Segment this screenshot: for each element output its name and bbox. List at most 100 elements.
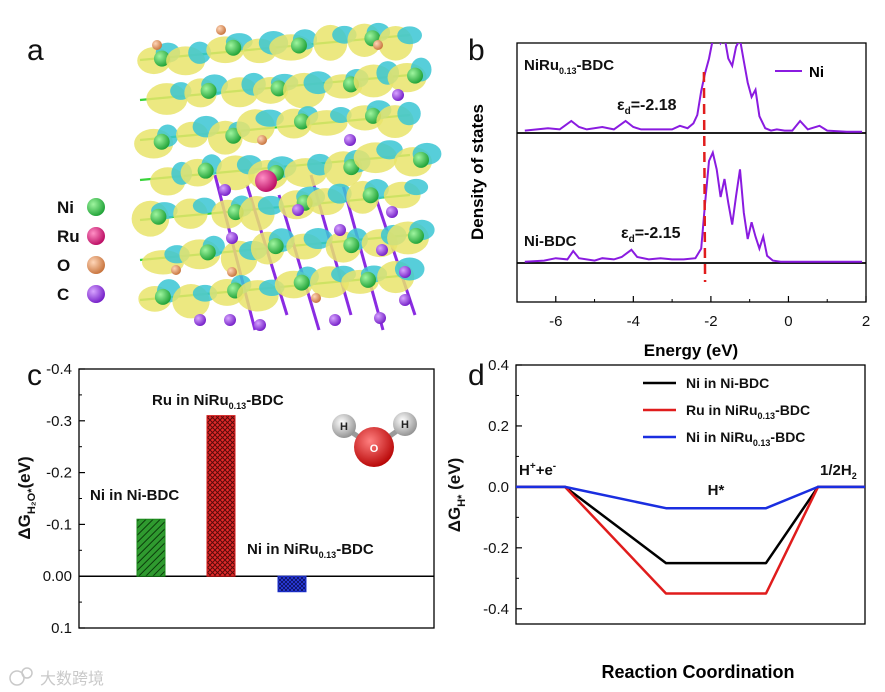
- charge-depletion-lobe: [188, 41, 212, 64]
- hydrogen-adsorption-panel: 0.4 0.2 0.0 -0.2 -0.4 Ni in Ni-BDC Ru in NiRu…: [445, 357, 866, 682]
- energy-annotations: H++e- H* 1/2H2: [519, 461, 857, 499]
- dos-legend: Ni: [775, 64, 824, 81]
- energy-line: [516, 485, 865, 595]
- ni-atom: [360, 271, 377, 288]
- charge-depletion-lobe: [303, 228, 333, 250]
- oxygen-label: O: [370, 443, 379, 455]
- legend-label: Ru in NiRu0.13-BDC: [686, 402, 810, 421]
- charge-depletion-lobe: [397, 101, 421, 126]
- ni-atom: [270, 80, 287, 97]
- y-tick-label: -0.2: [483, 540, 509, 557]
- panel-label-c: c: [27, 359, 42, 392]
- y-tick-label: -0.4: [46, 361, 72, 378]
- final-state-label: 1/2H2: [820, 462, 857, 481]
- y-tick-label: 0.2: [488, 418, 509, 435]
- o-atom-icon: [87, 256, 105, 274]
- charge-depletion-lobe: [327, 183, 352, 204]
- c-atom-icon: [87, 285, 105, 303]
- energy-y-ticks: 0.4 0.2 0.0 -0.2 -0.4: [483, 357, 522, 618]
- c-c-bond: [341, 184, 385, 331]
- ni-atom: [199, 244, 216, 261]
- c-atom: [224, 314, 236, 326]
- y-tick-label: 0.1: [51, 620, 72, 637]
- dos-frame: [516, 42, 867, 303]
- c-atom: [226, 232, 238, 244]
- hydrogen-atom-icon: [332, 414, 356, 438]
- series-label-niru: NiRu0.13-BDC: [524, 57, 614, 76]
- panel-label-d: d: [468, 359, 485, 392]
- charge-depletion-lobe: [192, 197, 216, 214]
- bar-label: Ni in NiRu0.13-BDC: [247, 541, 374, 560]
- legend-label-o: O: [57, 256, 70, 275]
- ni-atom: [197, 162, 214, 179]
- bar: [136, 518, 166, 577]
- c-atom: [399, 266, 411, 278]
- y-tick-label: -0.3: [46, 413, 72, 430]
- c-atom: [374, 312, 386, 324]
- c-atom: [292, 204, 304, 216]
- c-atom: [386, 206, 398, 218]
- c-c-bond: [373, 194, 417, 316]
- o-atom: [227, 267, 237, 277]
- ni-atom-icon: [87, 198, 105, 216]
- c-atom: [344, 134, 356, 146]
- panel-label-b: b: [468, 34, 485, 67]
- c-atom: [376, 244, 388, 256]
- dos-panel: -6 -4 -2 0 2 Energy (eV) Density of states N…: [468, 42, 870, 360]
- charge-depletion-lobe: [397, 26, 422, 45]
- ni-atom: [225, 39, 242, 56]
- d-band-center-label: εd=-2.15: [621, 225, 681, 245]
- c-c-bond: [277, 194, 321, 331]
- ni-atom: [293, 274, 310, 291]
- hydrogen-label: H: [401, 419, 409, 431]
- d-band-center-label: εd=-2.18: [617, 97, 677, 117]
- legend-label-ru: Ru: [57, 227, 80, 246]
- charge-depletion-lobe: [404, 178, 429, 196]
- ni-atom: [290, 37, 307, 54]
- c-atom: [219, 184, 231, 196]
- bar-series: [136, 415, 307, 593]
- water-molecule-inset: H H O: [332, 412, 417, 467]
- atom-legend: Ni Ru OC: [57, 198, 105, 304]
- legend-label-ni: Ni: [57, 198, 74, 217]
- water-adsorption-panel: -0.4 -0.3 -0.2 -0.1 0.00 0.1 Ni in Ni-BDC Ru i…: [15, 361, 435, 637]
- oxygen-atom-icon: [354, 427, 394, 467]
- ni-atom: [407, 67, 424, 84]
- c-atom: [329, 314, 341, 326]
- watermark-logo-icon: [9, 670, 25, 686]
- watermark-logo-icon: [21, 667, 33, 679]
- watermark: 大数跨境: [9, 667, 104, 688]
- energy-frame: [515, 364, 866, 625]
- ni-atom: [413, 151, 430, 168]
- c-atom: [194, 314, 206, 326]
- dos-line: [524, 43, 863, 133]
- o-atom: [311, 293, 321, 303]
- legend-label: Ni in NiRu0.13-BDC: [686, 429, 805, 448]
- x-tick-label: 0: [784, 313, 792, 330]
- dos-line: [524, 149, 863, 263]
- dos-y-label: Density of states: [468, 104, 487, 240]
- dos-plot-area: [517, 43, 866, 283]
- bar-label: Ru in NiRu0.13-BDC: [152, 392, 284, 411]
- x-tick-label: -6: [549, 313, 562, 330]
- d-band-center-marker: [702, 71, 707, 283]
- energy-legend: Ni in Ni-BDC Ru in NiRu0.13-BDC Ni in NiRu…: [643, 375, 810, 448]
- ni-atom: [200, 82, 217, 99]
- legend-label: Ni in Ni-BDC: [686, 375, 769, 391]
- c-atom: [399, 294, 411, 306]
- ni-atom: [225, 127, 242, 144]
- y-tick-label: -0.2: [46, 465, 72, 482]
- y-tick-label: -0.4: [483, 601, 509, 618]
- x-tick-label: -2: [704, 313, 717, 330]
- energy-x-label: Reaction Coordination: [602, 662, 795, 682]
- o-atom: [152, 40, 162, 50]
- ni-atom: [293, 113, 310, 130]
- y-tick-label: 0.0: [488, 479, 509, 496]
- panel-label-a: a: [27, 34, 44, 67]
- energy-series: [516, 485, 865, 595]
- o-atom: [216, 25, 226, 35]
- x-tick-label: 2: [862, 313, 870, 330]
- c-atom: [254, 319, 266, 331]
- energy-line: [516, 485, 865, 510]
